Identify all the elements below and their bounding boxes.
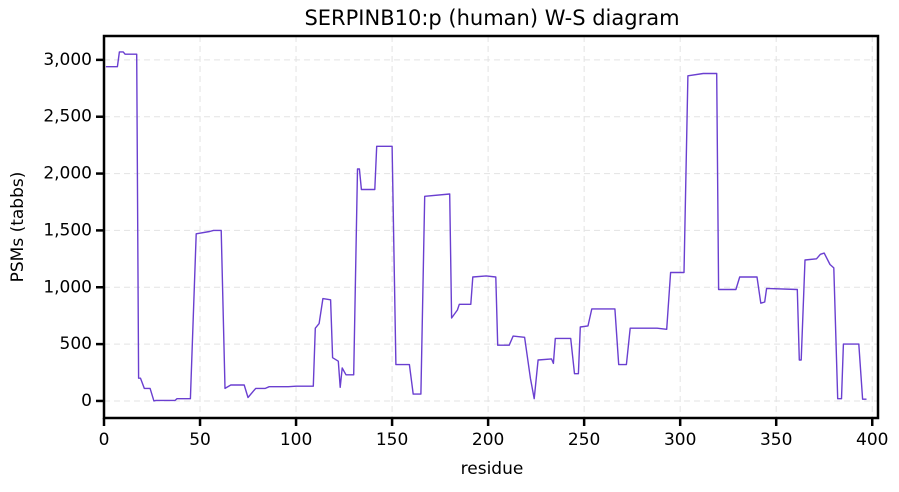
x-tick-label: 300 [664,430,696,450]
x-tick-label: 250 [568,430,600,450]
y-tick-label: 2,000 [43,164,92,184]
y-tick-label: 1,000 [43,277,92,297]
chart-title: SERPINB10:p (human) W-S diagram [304,6,679,30]
x-axis-label: residue [461,459,524,479]
y-tick-label: 1,500 [43,220,92,240]
x-tick-label: 50 [189,430,211,450]
x-tick-label: 150 [376,430,408,450]
y-tick-label: 3,000 [43,50,92,70]
y-tick-label: 0 [81,391,92,411]
x-tick-label: 350 [760,430,792,450]
y-tick-label: 2,500 [43,107,92,127]
x-tick-label: 400 [856,430,888,450]
y-tick-label: 500 [60,334,92,354]
data-line [105,51,867,402]
plot-frame [102,34,880,420]
y-axis-label: PSMs (tabbs) [8,172,28,283]
x-tick-label: 200 [472,430,504,450]
x-tick-label: 0 [99,430,110,450]
x-tick-label: 100 [280,430,312,450]
